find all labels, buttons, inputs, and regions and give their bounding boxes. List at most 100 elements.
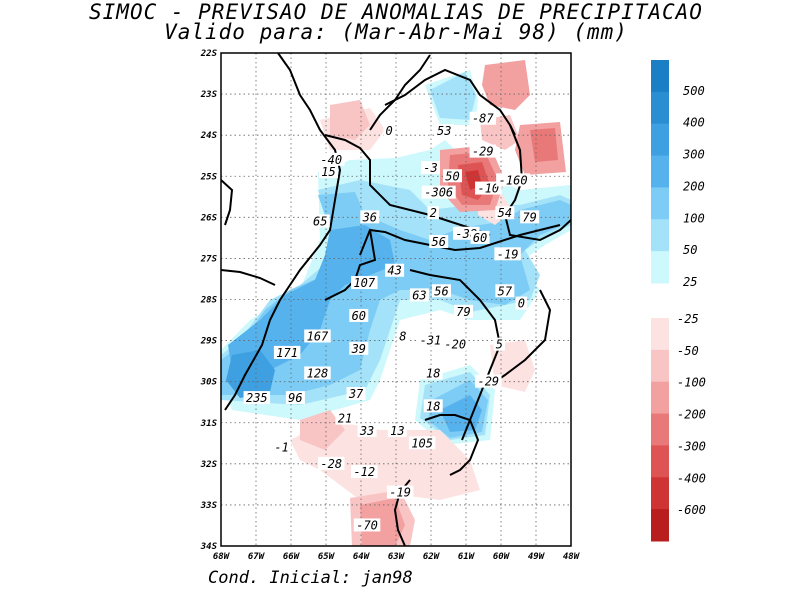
value-label-bg xyxy=(349,308,369,322)
value-label-bg xyxy=(243,391,271,405)
value-label-bg xyxy=(349,341,369,355)
initial-condition-label: Cond. Inicial: jan98 xyxy=(208,568,413,588)
fill-neg-200-b xyxy=(530,128,558,162)
lat-tick-label: 29S xyxy=(200,337,218,347)
value-label: -160 xyxy=(499,173,528,187)
colorbar-swatch-positive xyxy=(651,123,669,157)
lon-tick-label: 66W xyxy=(283,552,301,562)
lon-tick-label: 63W xyxy=(388,552,406,562)
lon-tick-label: 67W xyxy=(248,552,266,562)
lon-tick-label: 48W xyxy=(563,552,581,562)
lat-tick-label: 31S xyxy=(200,419,218,429)
value-label-bg xyxy=(317,456,345,470)
value-label-bg xyxy=(442,169,462,183)
value-label: 53 xyxy=(437,124,451,138)
value-label-bg xyxy=(335,411,355,425)
value-label: 21 xyxy=(338,412,352,426)
border-argentina-chile-lower xyxy=(221,269,276,286)
lon-tick-label: 61W xyxy=(458,552,476,562)
border-bolivia-paraguay xyxy=(324,134,491,236)
colorbar-swatch-negative xyxy=(651,381,669,415)
value-label: -28 xyxy=(320,457,342,471)
lat-tick-label: 27S xyxy=(200,254,218,264)
value-label: 18 xyxy=(426,366,440,380)
value-label-bg xyxy=(423,399,443,413)
colorbar-swatch-positive xyxy=(651,60,669,93)
value-label-bg xyxy=(272,440,292,454)
value-label: 56 xyxy=(434,284,448,298)
value-label-bg xyxy=(496,173,531,187)
value-label: 105 xyxy=(411,436,433,450)
value-label-bg xyxy=(346,386,366,400)
colorbar-label: -300 xyxy=(677,439,706,453)
border-rio-parana xyxy=(369,54,431,131)
lat-tick-label: 25S xyxy=(200,172,218,182)
value-label: -31 xyxy=(420,334,442,348)
fill-pos-200 xyxy=(228,225,395,370)
value-label-bg xyxy=(434,124,454,138)
value-label-bg xyxy=(469,144,497,158)
value-label: 167 xyxy=(307,329,329,343)
colorbar-label: -50 xyxy=(677,344,699,358)
fill-neg-100-d xyxy=(360,498,405,546)
colorbar-label: -400 xyxy=(677,471,706,485)
value-label-bg xyxy=(317,152,345,166)
colorbar-label: 200 xyxy=(683,179,705,193)
lat-tick-label: 30S xyxy=(200,378,218,388)
colorbar-swatch-positive xyxy=(651,155,669,188)
value-label-bg xyxy=(520,210,540,224)
value-label: 56 xyxy=(431,235,445,249)
colorbar-swatch-negative xyxy=(651,445,669,478)
value-label-bg xyxy=(442,337,469,351)
value-label: 171 xyxy=(276,346,298,360)
value-label: 13 xyxy=(390,424,404,438)
border-chile-argentina xyxy=(224,53,342,411)
value-label: -20 xyxy=(444,338,466,352)
value-label: 107 xyxy=(353,276,375,290)
color-bar: 500 400 300 200 100 50 25 -25 -50 -100 -200 -300 -40… xyxy=(651,60,706,542)
border-south xyxy=(489,289,552,386)
value-label: 60 xyxy=(352,309,366,323)
lat-tick-label: 32S xyxy=(200,460,218,470)
value-label-bg xyxy=(431,284,451,298)
value-label-bg xyxy=(351,276,378,290)
colorbar-swatch-positive xyxy=(651,91,669,125)
value-label-bg xyxy=(495,206,515,220)
colorbar-swatch-positive xyxy=(651,251,669,284)
value-label: 235 xyxy=(246,391,268,405)
coast-rio-plata xyxy=(424,414,480,476)
value-label-bg xyxy=(318,165,338,179)
value-label: 63 xyxy=(412,288,426,302)
value-label: 60 xyxy=(473,231,487,245)
value-label: -3 xyxy=(423,161,437,175)
value-label: -40 xyxy=(320,153,342,167)
value-label: -29 xyxy=(477,375,499,389)
value-label-bg xyxy=(351,465,378,479)
colorbar-swatch-positive xyxy=(651,219,669,252)
value-label: 33 xyxy=(359,424,374,438)
colorbar-label: -200 xyxy=(677,408,706,422)
value-label: 36 xyxy=(362,210,377,224)
value-label: -19 xyxy=(389,486,411,500)
value-label-bg xyxy=(285,391,305,405)
value-label: 54 xyxy=(498,206,512,220)
colorbar-label: -600 xyxy=(677,503,706,517)
border-west xyxy=(221,179,234,226)
colorbar-label: 25 xyxy=(683,275,697,289)
lat-tick-label: 23S xyxy=(200,90,218,100)
value-label-bg xyxy=(383,124,395,138)
value-label: 50 xyxy=(445,169,459,183)
lon-tick-label: 65W xyxy=(318,552,336,562)
value-label-bg xyxy=(495,284,515,298)
lat-tick-label: 24S xyxy=(200,131,218,141)
border-paraguay-brazil xyxy=(384,68,516,136)
border-argentina-interior xyxy=(324,229,377,301)
value-label-bg xyxy=(475,374,502,388)
value-label-bg xyxy=(469,111,497,125)
value-label: 0 xyxy=(385,124,392,138)
colorbar-swatch-negative xyxy=(651,349,669,383)
colorbar-label: 500 xyxy=(683,84,705,98)
lon-tick-label: 49W xyxy=(528,552,546,562)
